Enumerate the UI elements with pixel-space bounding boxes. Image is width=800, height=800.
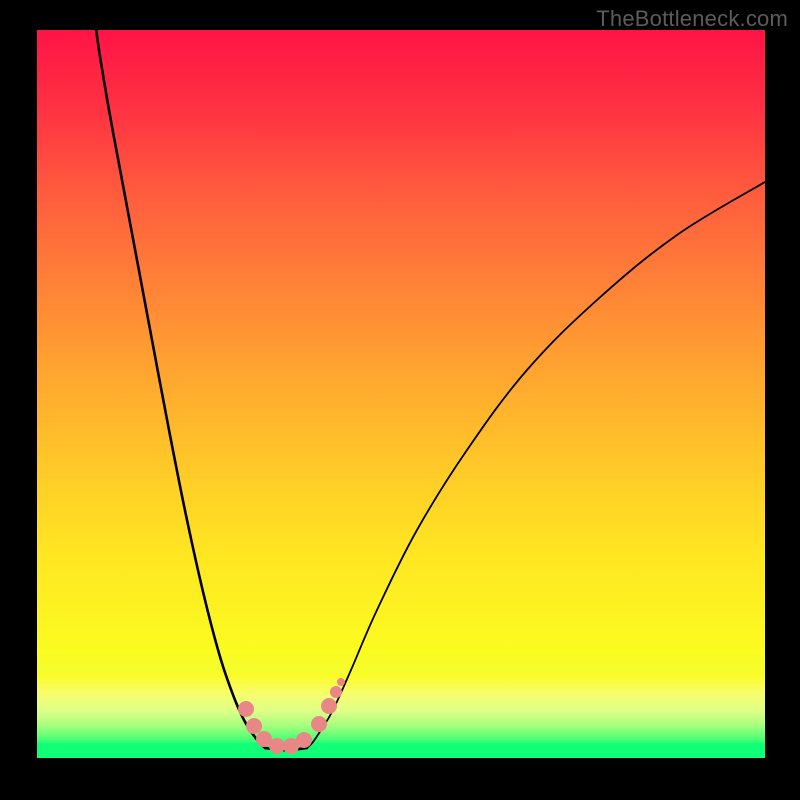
markers-group (238, 678, 345, 754)
markers-layer (37, 30, 765, 758)
marker-dot (337, 678, 345, 686)
marker-dot (311, 716, 327, 732)
watermark-text: TheBottleneck.com (596, 6, 788, 32)
marker-dot (321, 698, 337, 714)
marker-dot (330, 686, 342, 698)
plot-area (37, 30, 765, 758)
marker-dot (269, 738, 285, 754)
marker-dot (296, 732, 312, 748)
marker-dot (246, 718, 262, 734)
marker-dot (238, 701, 254, 717)
stage: TheBottleneck.com (0, 0, 800, 800)
